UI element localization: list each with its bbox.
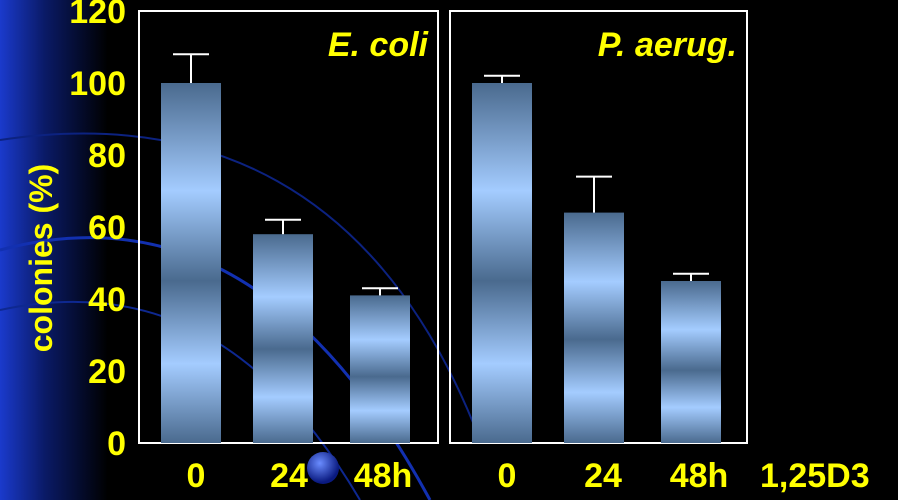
x-tick-label: 48h bbox=[670, 457, 729, 495]
decorative-swoosh bbox=[0, 132, 481, 441]
y-tick-label: 60 bbox=[88, 209, 126, 247]
bar bbox=[472, 83, 532, 443]
x-tick-label: 48h bbox=[354, 457, 413, 495]
y-tick-label: 120 bbox=[69, 0, 126, 31]
x-tick-label: 24 bbox=[270, 457, 308, 495]
y-tick-label: 100 bbox=[69, 65, 126, 103]
x-tick-label: 0 bbox=[498, 457, 517, 495]
bar bbox=[564, 212, 624, 443]
y-tick-label: 0 bbox=[107, 425, 126, 463]
x-tick-label: 0 bbox=[187, 457, 206, 495]
bar bbox=[661, 281, 721, 443]
panel-title: P. aerug. bbox=[598, 26, 737, 64]
x-tick-label: 24 bbox=[584, 457, 622, 495]
x-unit-label: 1,25D3 bbox=[760, 457, 870, 495]
panel-title: E. coli bbox=[328, 26, 430, 64]
y-axis-label: colonies (%) bbox=[23, 164, 59, 352]
y-tick-label: 40 bbox=[88, 281, 126, 319]
bar bbox=[350, 295, 410, 443]
decorative-orb bbox=[307, 452, 339, 484]
bar bbox=[161, 83, 221, 443]
y-tick-label: 80 bbox=[88, 137, 126, 175]
bar bbox=[253, 234, 313, 443]
y-tick-label: 20 bbox=[88, 353, 126, 391]
